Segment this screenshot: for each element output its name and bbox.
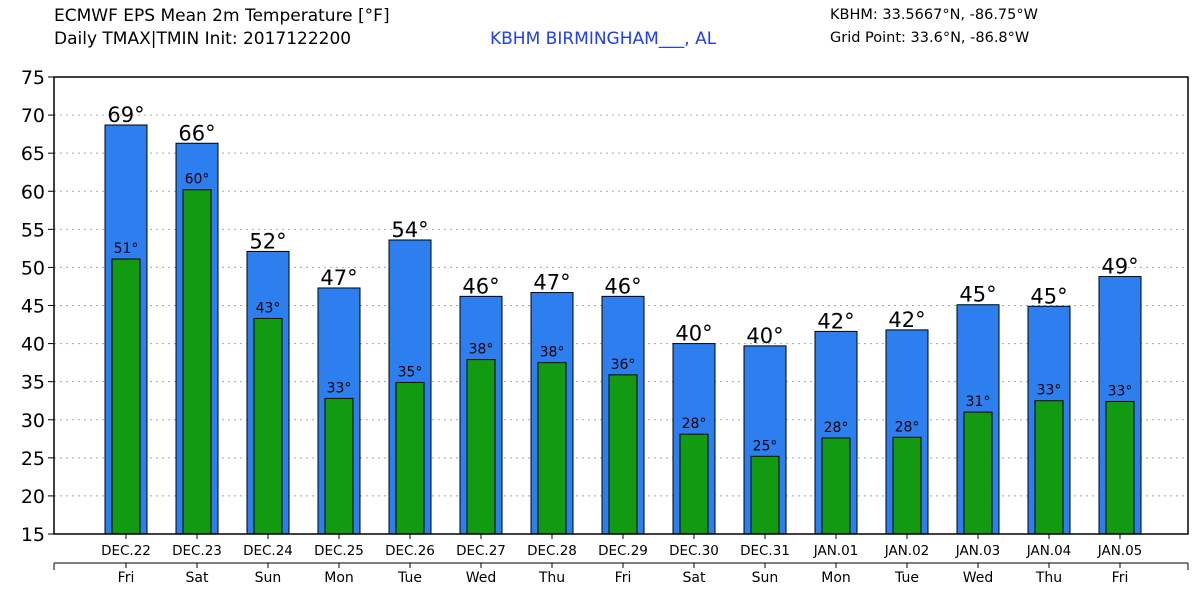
y-tick-label: 35 [21, 372, 45, 394]
tmin-bar [1034, 400, 1064, 535]
x-weekday-label: Tue [894, 570, 919, 586]
y-tick-label: 15 [21, 524, 45, 546]
x-weekday-label: Wed [466, 570, 497, 586]
x-date-label: DEC.29 [598, 543, 648, 559]
y-tick-label: 40 [21, 334, 45, 356]
x-date-label: DEC.23 [172, 543, 222, 559]
tmax-label: 46° [604, 274, 641, 298]
tmin-label: 31° [966, 394, 991, 410]
x-weekday-label: Fri [615, 570, 632, 586]
x-date-label: DEC.27 [456, 543, 506, 559]
tmin-label: 38° [469, 342, 494, 358]
chart-subtitle: Daily TMAX|TMIN Init: 2017122200 [54, 29, 352, 49]
tmin-bar [608, 374, 638, 535]
x-date-label: DEC.26 [385, 543, 435, 559]
tmin-label: 35° [398, 364, 423, 380]
grid-point-coordinates: Grid Point: 33.6°N, -86.8°W [830, 30, 1030, 46]
tmin-label: 25° [753, 438, 778, 454]
y-tick-label: 55 [21, 219, 45, 241]
x-date-label: DEC.30 [669, 543, 719, 559]
tmax-label: 47° [320, 266, 357, 290]
x-date-label: JAN.01 [813, 543, 859, 559]
tmin-bar [892, 436, 922, 535]
x-date-label: JAN.04 [1026, 543, 1072, 559]
y-tick-label: 60 [21, 181, 45, 203]
x-weekday-label: Sat [186, 570, 209, 586]
tmax-label: 45° [1030, 284, 1067, 308]
station-name: KBHM BIRMINGHAM___, AL [490, 29, 717, 49]
x-date-label: JAN.02 [884, 543, 930, 559]
tmin-label: 28° [682, 416, 707, 432]
tmin-label: 38° [540, 345, 565, 361]
tmin-bar [324, 397, 354, 535]
tmax-label: 40° [746, 324, 783, 348]
y-tick-label: 70 [21, 105, 45, 127]
tmax-label: 54° [391, 218, 428, 242]
tmax-label: 42° [888, 308, 925, 332]
tmax-label: 69° [107, 103, 144, 127]
tmax-label: 66° [178, 121, 215, 145]
x-weekday-label: Wed [963, 570, 994, 586]
station-coordinates: KBHM: 33.5667°N, -86.75°W [830, 7, 1038, 23]
x-weekday-label: Sun [752, 570, 779, 586]
x-date-label: JAN.03 [955, 543, 1001, 559]
tmin-bar [963, 411, 993, 535]
tmin-bar [182, 189, 212, 535]
tmin-label: 51° [114, 241, 139, 257]
x-date-label: DEC.31 [740, 543, 790, 559]
x-weekday-label: Sun [255, 570, 282, 586]
x-weekday-label: Thu [1035, 570, 1062, 586]
x-weekday-label: Fri [1112, 570, 1129, 586]
plot-frame [53, 76, 1189, 535]
y-tick-label: 30 [21, 410, 45, 432]
x-date-label: DEC.25 [314, 543, 364, 559]
chart-title: ECMWF EPS Mean 2m Temperature [°F] [54, 6, 390, 26]
x-weekday-label: Mon [821, 570, 851, 586]
y-tick-label: 50 [21, 257, 45, 279]
x-date-label: DEC.22 [101, 543, 151, 559]
tmin-bar [821, 437, 851, 535]
tmin-label: 36° [611, 357, 636, 373]
y-tick-label: 65 [21, 143, 45, 165]
tmin-label: 33° [1108, 383, 1133, 399]
tmax-label: 40° [675, 322, 712, 346]
tmin-bar [537, 362, 567, 535]
tmax-label: 45° [959, 283, 996, 307]
x-date-label: JAN.05 [1097, 543, 1143, 559]
x-weekday-label: Tue [397, 570, 422, 586]
x-weekday-label: Thu [538, 570, 565, 586]
tmax-label: 42° [817, 309, 854, 333]
x-weekday-label: Sat [683, 570, 706, 586]
tmin-label: 33° [1037, 383, 1062, 399]
tmin-bar [1105, 400, 1135, 535]
x-weekday-label: Fri [118, 570, 135, 586]
tmax-label: 46° [462, 274, 499, 298]
tmin-bar [395, 381, 425, 535]
y-tick-label: 75 [21, 67, 45, 89]
x-weekday-label: Mon [324, 570, 354, 586]
tmin-label: 28° [824, 420, 849, 436]
tmax-label: 52° [249, 229, 286, 253]
tmin-label: 28° [895, 419, 920, 435]
tmax-label: 47° [533, 271, 570, 295]
y-tick-label: 20 [21, 486, 45, 508]
tmin-bar [253, 317, 283, 535]
tmin-label: 60° [185, 172, 210, 188]
tmin-bar [679, 433, 709, 535]
tmin-bar [111, 258, 141, 535]
tmin-bar [466, 359, 496, 535]
tmin-label: 43° [256, 300, 281, 316]
tmax-label: 49° [1101, 255, 1138, 279]
x-date-label: DEC.24 [243, 543, 293, 559]
y-tick-label: 45 [21, 296, 45, 318]
y-tick-label: 25 [21, 448, 45, 470]
x-date-label: DEC.28 [527, 543, 577, 559]
tmin-bar [750, 455, 780, 535]
tmin-label: 33° [327, 380, 352, 396]
